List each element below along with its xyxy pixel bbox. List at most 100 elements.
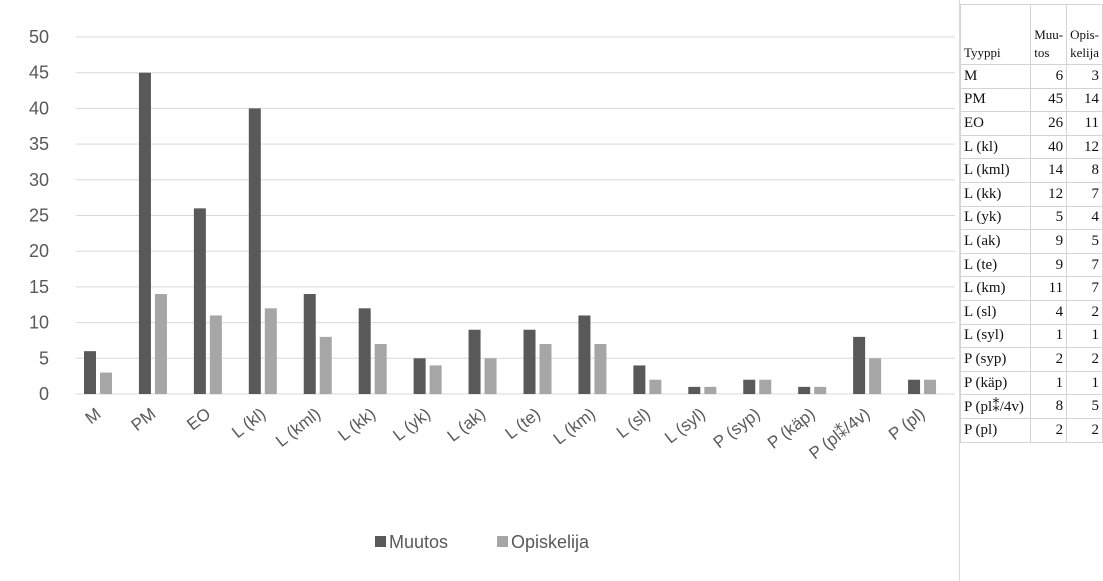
legend-label-muutos: Muutos — [389, 532, 448, 552]
table-row: L (kml) 14 8 — [960, 158, 1103, 183]
x-tick-label: L (km) — [550, 404, 599, 448]
bar-muutos — [578, 315, 591, 394]
bar-muutos — [413, 358, 426, 394]
bar-opiskelija — [429, 365, 442, 394]
cell-type: L (syl) — [960, 323, 1032, 349]
bar-muutos — [84, 351, 96, 394]
y-tick-label: 0 — [39, 384, 49, 404]
cell-opiskelija: 2 — [1066, 417, 1103, 443]
y-tick-label: 35 — [29, 134, 49, 154]
cell-muutos: 8 — [1030, 394, 1068, 419]
header-muutos-line2: tos — [1034, 45, 1050, 60]
y-tick-label: 25 — [29, 206, 49, 226]
cell-muutos: 12 — [1030, 181, 1068, 207]
bar-muutos — [303, 294, 316, 394]
table-header-row: Tyyppi Muu-tos Opis-kelija — [960, 4, 1103, 65]
table-row: L (syl) 1 1 — [960, 323, 1103, 349]
bar-opiskelija — [100, 372, 112, 394]
cell-muutos: 1 — [1030, 323, 1068, 349]
data-table: Tyyppi Muu-tos Opis-kelija M 6 3 PM 45 14 EO 26… — [960, 4, 1103, 443]
legend-swatch-opiskelija — [497, 536, 508, 547]
bar-opiskelija — [209, 315, 222, 394]
y-tick-label: 45 — [29, 63, 49, 83]
bar-muutos — [138, 72, 151, 394]
table-row: L (km) 11 7 — [960, 276, 1103, 301]
bar-muutos — [523, 329, 536, 394]
cell-type: L (kk) — [960, 181, 1032, 207]
cell-muutos: 1 — [1030, 370, 1068, 396]
cell-muutos: 5 — [1030, 205, 1068, 231]
bar-muutos — [358, 308, 371, 394]
cell-muutos: 4 — [1030, 299, 1068, 325]
bar-opiskelija — [704, 386, 717, 394]
table-row: L (te) 9 7 — [960, 252, 1103, 278]
bar-muutos — [248, 108, 261, 395]
table-row: P (pl⁑/4v) 8 5 — [960, 394, 1103, 419]
cell-muutos: 14 — [1030, 158, 1068, 183]
cell-opiskelija: 11 — [1066, 111, 1103, 136]
y-tick-label: 30 — [29, 170, 49, 190]
x-tick-label: L (kl) — [228, 404, 269, 442]
x-tick-label: L (syl) — [661, 404, 709, 447]
bar-opiskelija — [759, 379, 772, 394]
x-tick-label: EO — [183, 404, 214, 434]
cell-type: P (pl⁑/4v) — [960, 394, 1032, 419]
x-tick-label: L (kk) — [334, 404, 379, 445]
x-tick-label: P (syp) — [710, 404, 764, 452]
y-tick-label: 5 — [39, 348, 49, 368]
table-row: L (yk) 5 4 — [960, 205, 1103, 231]
bar-muutos — [853, 336, 866, 394]
chart-panel: 0 5 10 15 20 25 30 35 40 45 50 M PM EO L (kl) L (kml) L … — [28, 0, 960, 581]
cell-opiskelija: 7 — [1066, 276, 1103, 301]
cell-type: L (yk) — [960, 205, 1032, 231]
bar-opiskelija — [154, 294, 167, 394]
cell-opiskelija: 8 — [1066, 158, 1103, 183]
y-tick-label: 40 — [29, 98, 49, 118]
header-muutos: Muu-tos — [1030, 4, 1068, 65]
x-tick-label: M — [82, 404, 105, 428]
bar-opiskelija — [484, 358, 497, 394]
cell-opiskelija: 7 — [1066, 181, 1103, 207]
cell-type: PM — [960, 87, 1032, 113]
legend-swatch-muutos — [375, 536, 386, 547]
bar-opiskelija — [594, 344, 607, 394]
x-tick-label: L (ak) — [444, 404, 489, 445]
bar-opiskelija — [374, 344, 387, 394]
bar-muutos — [743, 379, 756, 394]
cell-opiskelija: 3 — [1066, 64, 1103, 89]
header-opiskelija-line1: Opis- — [1070, 27, 1099, 42]
cell-type: EO — [960, 111, 1032, 136]
bar-opiskelija — [319, 336, 332, 394]
bar-muutos — [798, 386, 811, 394]
bar-muutos — [688, 386, 701, 394]
cell-type: L (kml) — [960, 158, 1032, 183]
bar-opiskelija — [264, 308, 277, 394]
cell-muutos: 26 — [1030, 111, 1068, 136]
table-row: L (sl) 4 2 — [960, 299, 1103, 325]
header-opiskelija-line2: kelija — [1070, 45, 1099, 60]
cell-muutos: 2 — [1030, 347, 1068, 372]
cell-type: P (syp) — [960, 347, 1032, 372]
x-tick-label: L (kml) — [272, 404, 324, 451]
x-tick-label: P (pl) — [885, 404, 928, 444]
cell-muutos: 40 — [1030, 134, 1068, 160]
table-row: P (syp) 2 2 — [960, 347, 1103, 372]
x-tick-label: PM — [128, 404, 160, 435]
table-row: L (ak) 9 5 — [960, 229, 1103, 254]
bar-muutos — [468, 329, 481, 394]
bar-opiskelija — [814, 386, 827, 394]
table-row: L (kk) 12 7 — [960, 181, 1103, 207]
cell-muutos: 45 — [1030, 87, 1068, 113]
x-tick-label: L (sl) — [613, 404, 654, 442]
cell-muutos: 11 — [1030, 276, 1068, 301]
cell-opiskelija: 7 — [1066, 252, 1103, 278]
cell-opiskelija: 14 — [1066, 87, 1103, 113]
header-muutos-line1: Muu- — [1034, 27, 1064, 42]
header-opiskelija: Opis-kelija — [1066, 4, 1103, 65]
cell-type: L (te) — [960, 252, 1032, 278]
cell-opiskelija: 12 — [1066, 134, 1103, 160]
y-tick-label: 50 — [29, 27, 49, 47]
cell-opiskelija: 5 — [1066, 394, 1103, 419]
